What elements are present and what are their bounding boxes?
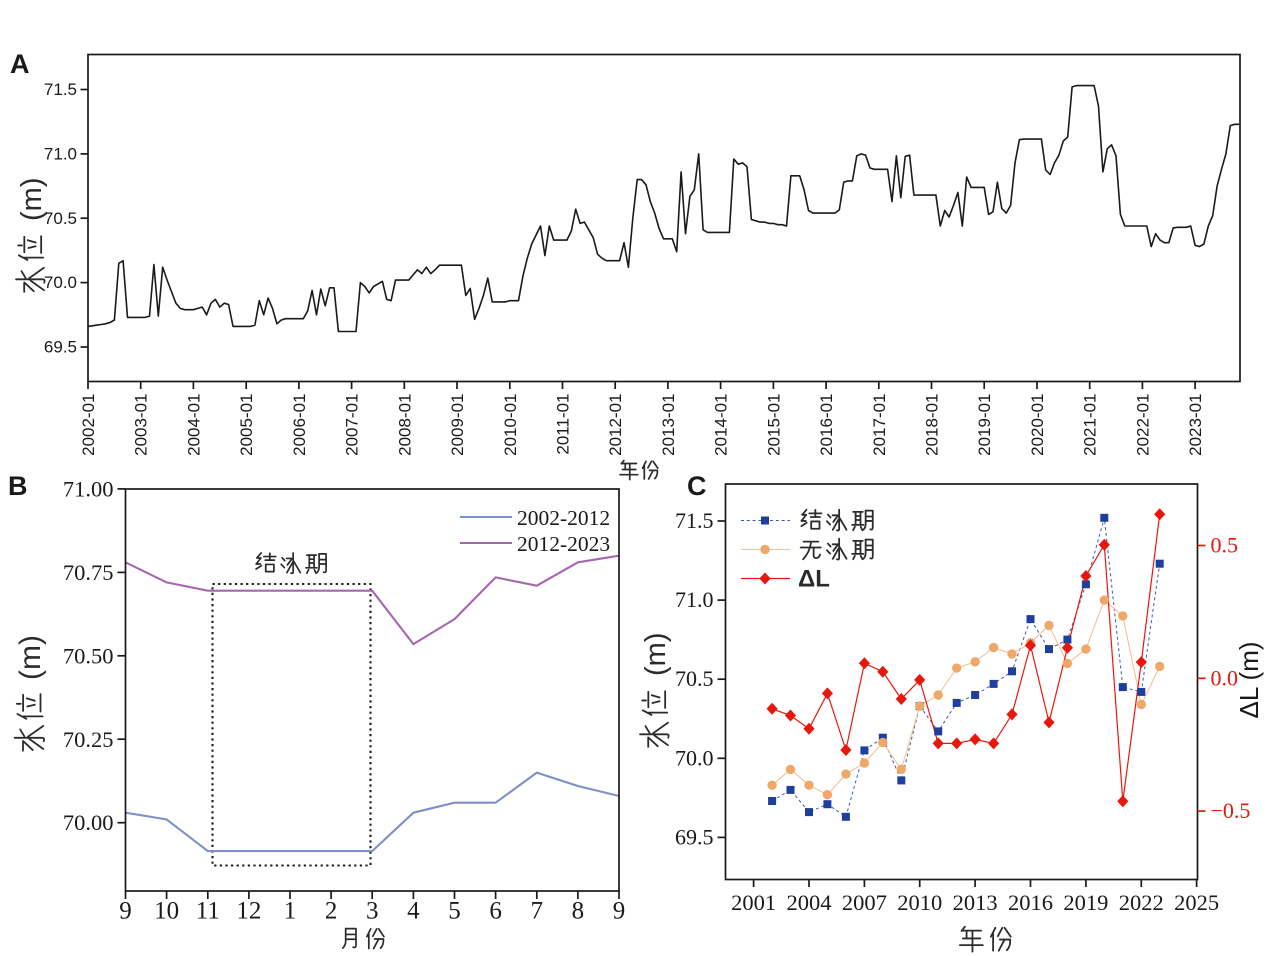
- svg-text:2012-01: 2012-01: [606, 394, 625, 456]
- svg-text:A: A: [10, 49, 30, 79]
- svg-text:2014-01: 2014-01: [712, 394, 731, 456]
- svg-text:7: 7: [531, 898, 544, 925]
- svg-text:2019-01: 2019-01: [975, 394, 994, 456]
- svg-text:8: 8: [572, 898, 585, 925]
- svg-text:5: 5: [448, 898, 461, 925]
- svg-text:2010-01: 2010-01: [501, 394, 520, 456]
- svg-text:2020-01: 2020-01: [1028, 394, 1047, 456]
- svg-text:70.5: 70.5: [675, 666, 714, 691]
- svg-text:70.00: 70.00: [63, 810, 114, 835]
- svg-text:ΔL: ΔL: [798, 566, 830, 593]
- svg-text:0.5: 0.5: [1211, 533, 1239, 558]
- svg-text:2013-01: 2013-01: [659, 394, 678, 456]
- svg-text:12: 12: [236, 898, 261, 925]
- svg-text:2008-01: 2008-01: [395, 394, 414, 456]
- svg-text:2016-01: 2016-01: [817, 394, 836, 456]
- svg-text:2002-2012: 2002-2012: [517, 506, 610, 530]
- svg-text:71.5: 71.5: [44, 80, 77, 99]
- svg-text:2023-01: 2023-01: [1186, 394, 1205, 456]
- svg-text:2022: 2022: [1119, 890, 1164, 915]
- svg-text:3: 3: [366, 898, 379, 925]
- svg-text:2007: 2007: [842, 890, 887, 915]
- svg-text:70.0: 70.0: [675, 745, 714, 770]
- svg-text:70.50: 70.50: [63, 643, 114, 668]
- svg-text:71.0: 71.0: [675, 587, 714, 612]
- svg-text:69.5: 69.5: [44, 338, 77, 357]
- svg-text:1: 1: [284, 898, 297, 925]
- svg-text:2004: 2004: [787, 890, 832, 915]
- svg-text:70.75: 70.75: [63, 560, 114, 585]
- svg-text:71.0: 71.0: [44, 144, 77, 163]
- svg-text:0.0: 0.0: [1211, 665, 1239, 690]
- svg-text:ΔL (m): ΔL (m): [1234, 641, 1264, 718]
- svg-text:69.5: 69.5: [675, 824, 714, 849]
- svg-text:C: C: [687, 471, 707, 501]
- svg-text:2005-01: 2005-01: [237, 394, 256, 456]
- svg-text:(m): (m): [640, 633, 672, 676]
- svg-text:2018-01: 2018-01: [923, 394, 942, 456]
- svg-text:(m): (m): [16, 178, 48, 221]
- svg-text:9: 9: [613, 898, 626, 925]
- svg-text:71.00: 71.00: [63, 476, 114, 501]
- svg-text:2022-01: 2022-01: [1133, 394, 1152, 456]
- svg-text:10: 10: [154, 898, 179, 925]
- svg-text:70.5: 70.5: [44, 209, 77, 228]
- svg-text:2016: 2016: [1008, 890, 1053, 915]
- svg-text:4: 4: [407, 898, 420, 925]
- svg-text:9: 9: [119, 898, 132, 925]
- svg-text:70.25: 70.25: [63, 727, 114, 752]
- svg-text:2006-01: 2006-01: [290, 394, 309, 456]
- svg-text:71.5: 71.5: [675, 508, 714, 533]
- svg-text:B: B: [8, 471, 28, 501]
- svg-text:2009-01: 2009-01: [448, 394, 467, 456]
- svg-text:2021-01: 2021-01: [1081, 394, 1100, 456]
- svg-text:2013: 2013: [953, 890, 998, 915]
- svg-text:2010: 2010: [897, 890, 942, 915]
- svg-text:2002-01: 2002-01: [79, 394, 98, 456]
- svg-text:2: 2: [325, 898, 338, 925]
- svg-text:2017-01: 2017-01: [870, 394, 889, 456]
- svg-text:2011-01: 2011-01: [554, 394, 573, 455]
- svg-text:2007-01: 2007-01: [343, 394, 362, 456]
- svg-text:2004-01: 2004-01: [184, 394, 203, 456]
- svg-text:11: 11: [196, 898, 220, 925]
- svg-text:2001: 2001: [731, 890, 776, 915]
- svg-text:2015-01: 2015-01: [764, 394, 783, 456]
- svg-text:6: 6: [489, 898, 502, 925]
- svg-text:2012-2023: 2012-2023: [517, 532, 610, 556]
- svg-text:2003-01: 2003-01: [132, 394, 151, 456]
- svg-text:70.0: 70.0: [44, 273, 77, 292]
- svg-text:(m): (m): [14, 635, 47, 680]
- svg-text:2025: 2025: [1174, 890, 1219, 915]
- svg-text:2019: 2019: [1063, 890, 1108, 915]
- svg-text:−0.5: −0.5: [1211, 798, 1251, 823]
